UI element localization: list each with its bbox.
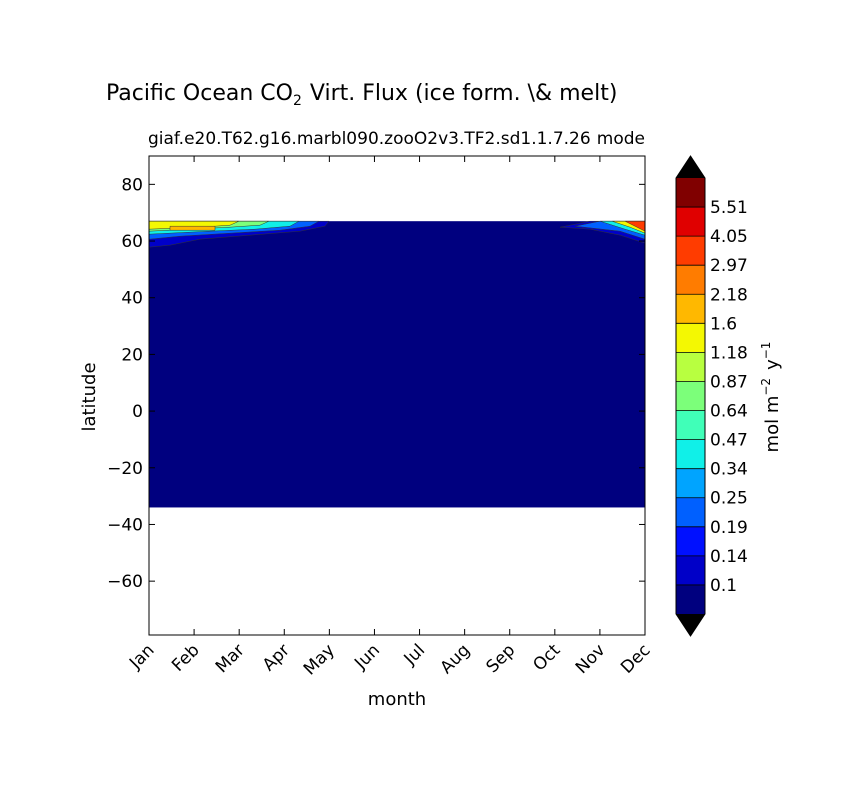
colorbar-segment xyxy=(676,294,705,324)
chart-subtitle-right: mode xyxy=(597,129,645,149)
colorbar-label-exp2: −1 xyxy=(759,342,773,360)
colorbar-extend-low xyxy=(676,614,705,636)
chart-title-rest: Virt. Flux (ice form. \& melt) xyxy=(310,81,618,106)
x-tick-label: May xyxy=(300,640,339,679)
colorbar-tick-label: 4.05 xyxy=(710,227,748,247)
colorbar-segment xyxy=(676,265,705,295)
colorbar-label-mid: y xyxy=(762,359,783,370)
chart-title: Pacific Ocean CO2 Virt. Flux (ice form. \… xyxy=(106,81,617,109)
colorbar-segment xyxy=(676,381,705,411)
colorbar-tick-label: 0.14 xyxy=(710,547,748,567)
y-axis: 80 60 40 20 0 −20 −40 −60 xyxy=(107,175,645,592)
x-tick-label: Nov xyxy=(572,640,610,678)
colorbar-tick-label: 0.19 xyxy=(710,518,748,538)
x-axis-label: month xyxy=(368,689,426,710)
colorbar-tick-label: 1.18 xyxy=(710,343,748,363)
colorbar-segment xyxy=(676,410,705,440)
colorbar-segment xyxy=(676,236,705,266)
y-tick-label: 60 xyxy=(121,232,143,252)
x-tick-label: Feb xyxy=(168,640,203,675)
x-tick-label: Sep xyxy=(482,640,519,677)
plot-frame xyxy=(148,155,646,636)
plot-area xyxy=(148,155,646,636)
y-tick-label: −60 xyxy=(107,572,143,592)
colorbar-segment xyxy=(676,584,705,614)
x-tick-label: Aug xyxy=(437,640,475,678)
colorbar-tick-label: 0.87 xyxy=(710,372,748,392)
y-tick-label: −20 xyxy=(107,459,143,479)
colorbar-segment xyxy=(676,352,705,382)
colorbar-segment xyxy=(676,323,705,353)
contour-left-6 xyxy=(169,225,216,231)
colorbar-segment xyxy=(676,497,705,527)
y-tick-label: 80 xyxy=(121,175,143,195)
colorbar-label: mol m−2 y−1 xyxy=(759,342,783,453)
x-tick-label: Dec xyxy=(617,640,654,677)
colorbar-segment xyxy=(676,178,705,208)
colorbar-tick-label: 2.97 xyxy=(710,256,748,276)
colorbar-segment xyxy=(676,526,705,556)
colorbar-tick-label: 5.51 xyxy=(710,198,748,218)
x-tick-label: Jul xyxy=(400,640,429,669)
x-tick-label: Jun xyxy=(350,640,384,674)
x-tick-label: Jan xyxy=(125,640,158,673)
y-tick-label: −40 xyxy=(107,515,143,535)
colorbar-extend-high xyxy=(676,156,705,178)
y-tick-label: 0 xyxy=(132,402,143,422)
y-tick-label: 20 xyxy=(121,345,143,365)
colorbar-tick-label: 1.6 xyxy=(710,314,737,334)
x-tick-label: Mar xyxy=(212,640,249,677)
colorbar-label-exp1: −2 xyxy=(759,378,773,396)
colorbar-tick-label: 0.25 xyxy=(710,489,748,509)
colorbar-segment xyxy=(676,468,705,498)
x-tick-label: Apr xyxy=(259,640,294,675)
colorbar-tick-label: 0.34 xyxy=(710,460,748,480)
y-axis-label: latitude xyxy=(79,362,100,431)
colorbar-segment xyxy=(676,555,705,585)
y-tick-label: 40 xyxy=(121,289,143,309)
data-field xyxy=(149,221,645,508)
x-tick-label: Oct xyxy=(529,640,564,675)
chart-title-subscript: 2 xyxy=(293,93,302,109)
colorbar-frame xyxy=(675,155,706,637)
colorbar-label-main: mol m xyxy=(762,396,783,453)
chart-subtitle-left: giaf.e20.T62.g16.marbl090.zooO2v3.TF2.sd… xyxy=(148,129,591,149)
colorbar-segment xyxy=(676,207,705,237)
colorbar: 0.1 0.14 0.19 0.25 0.34 0.47 0.64 0.87 1.18 1.6 2.… xyxy=(675,155,748,637)
chart-title-main: Pacific Ocean CO xyxy=(106,81,293,106)
colorbar-tick-label: 2.18 xyxy=(710,285,748,305)
colorbar-segment xyxy=(676,439,705,469)
colorbar-tick-label: 0.64 xyxy=(710,402,748,422)
colorbar-tick-label: 0.1 xyxy=(710,576,737,596)
colorbar-tick-label: 0.47 xyxy=(710,431,748,451)
